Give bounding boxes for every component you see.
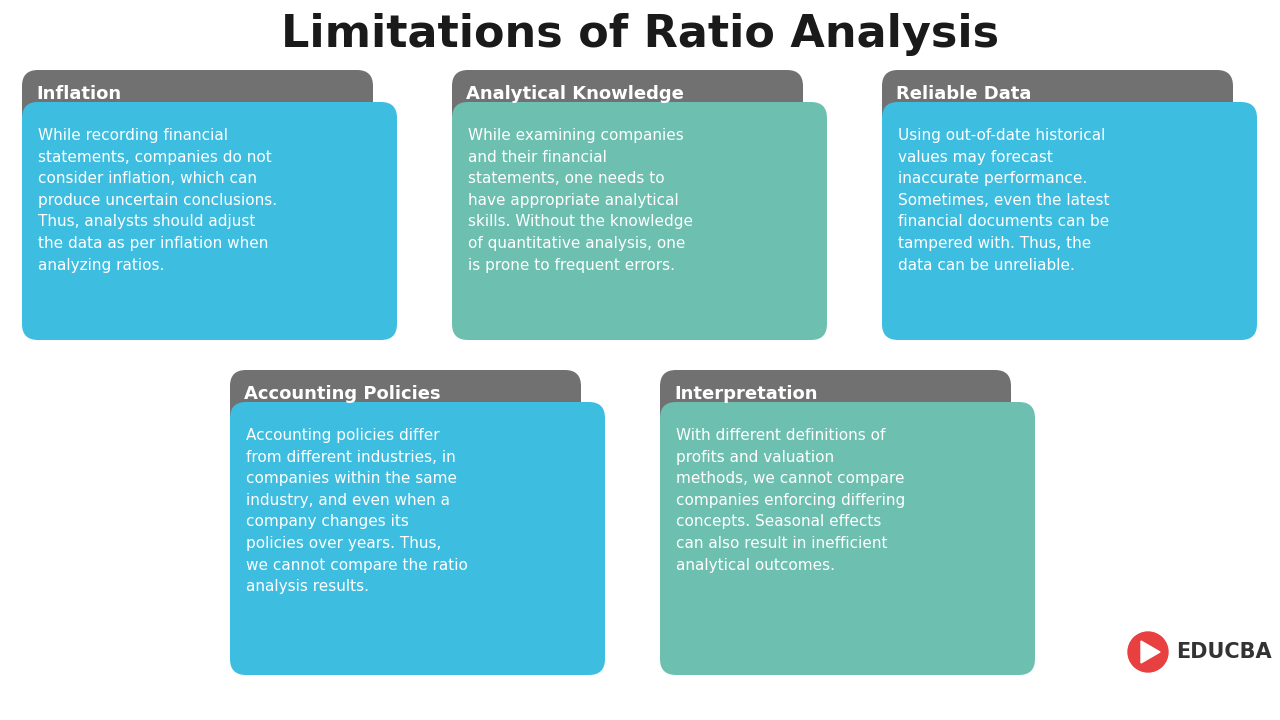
FancyBboxPatch shape bbox=[882, 102, 1257, 340]
Text: EDUCBA: EDUCBA bbox=[1176, 642, 1271, 662]
FancyBboxPatch shape bbox=[22, 102, 397, 340]
FancyBboxPatch shape bbox=[882, 70, 1233, 134]
Text: Limitations of Ratio Analysis: Limitations of Ratio Analysis bbox=[280, 14, 1000, 56]
Polygon shape bbox=[1140, 641, 1160, 663]
FancyBboxPatch shape bbox=[22, 70, 372, 134]
FancyBboxPatch shape bbox=[660, 402, 1036, 675]
FancyBboxPatch shape bbox=[660, 370, 1011, 434]
Text: With different definitions of
profits and valuation
methods, we cannot compare
c: With different definitions of profits an… bbox=[676, 428, 905, 572]
FancyBboxPatch shape bbox=[452, 102, 827, 340]
Text: Accounting policies differ
from different industries, in
companies within the sa: Accounting policies differ from differen… bbox=[246, 428, 468, 594]
Text: Accounting Policies: Accounting Policies bbox=[244, 385, 440, 403]
Text: While examining companies
and their financial
statements, one needs to
have appr: While examining companies and their fina… bbox=[468, 128, 692, 273]
FancyBboxPatch shape bbox=[452, 70, 803, 134]
Text: Using out-of-date historical
values may forecast
inaccurate performance.
Sometim: Using out-of-date historical values may … bbox=[899, 128, 1110, 273]
FancyBboxPatch shape bbox=[230, 370, 581, 434]
Text: While recording financial
statements, companies do not
consider inflation, which: While recording financial statements, co… bbox=[38, 128, 278, 273]
FancyBboxPatch shape bbox=[230, 402, 605, 675]
Circle shape bbox=[1128, 632, 1169, 672]
Text: Analytical Knowledge: Analytical Knowledge bbox=[466, 85, 684, 103]
Text: Inflation: Inflation bbox=[36, 85, 122, 103]
Text: Reliable Data: Reliable Data bbox=[896, 85, 1032, 103]
Text: Interpretation: Interpretation bbox=[675, 385, 818, 403]
